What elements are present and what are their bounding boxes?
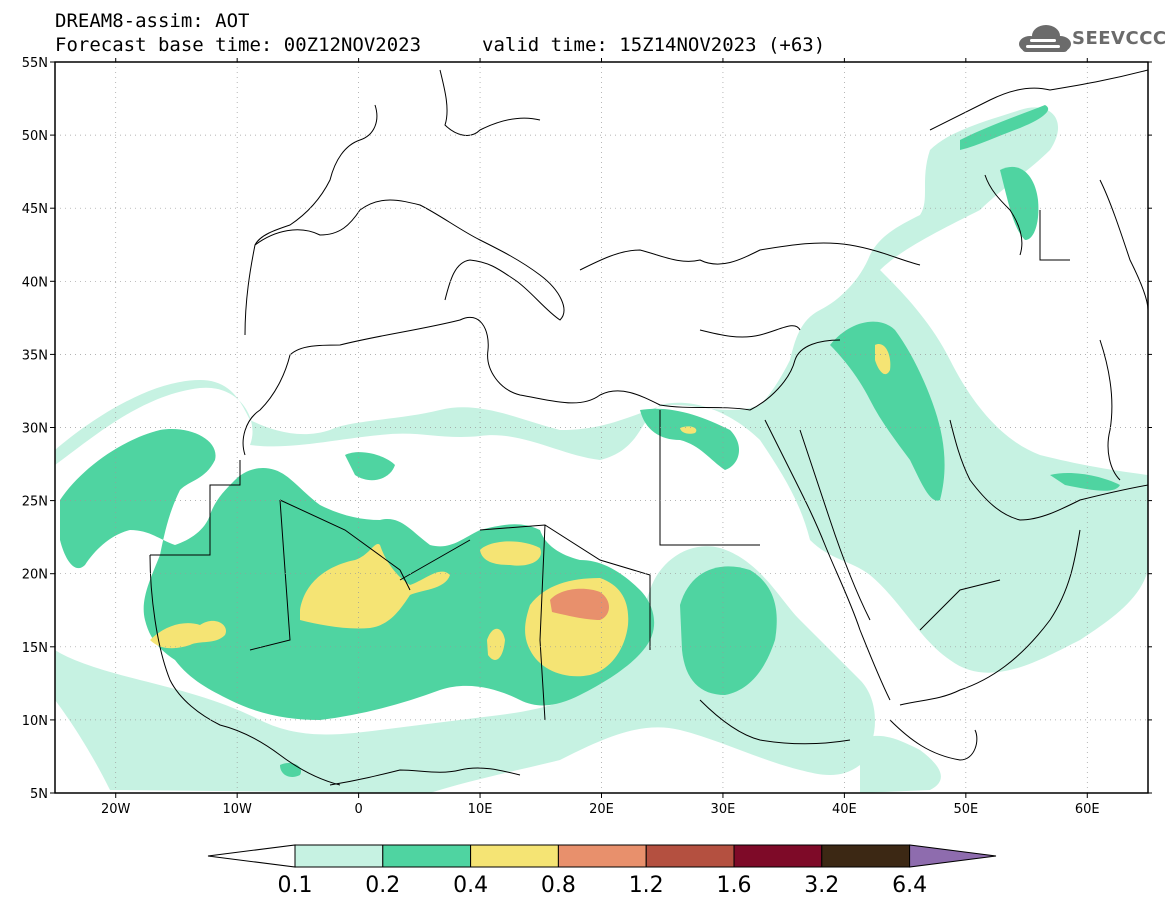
lat-tick-label: 55N (22, 56, 48, 71)
lon-tick-label: 40E (832, 802, 857, 817)
colorbar-high-arrow (909, 844, 997, 868)
colorbar: 0.1 0.2 0.4 0.8 1.2 1.6 3.2 6.4 (207, 844, 997, 898)
colorbar-label: 0.4 (453, 873, 488, 898)
colorbar-label: 6.4 (892, 873, 927, 898)
lat-tick-label: 40N (22, 275, 48, 290)
colorbar-segment (645, 844, 735, 868)
colorbar-segment (733, 844, 823, 868)
lon-tick-label: 60E (1075, 802, 1100, 817)
lat-axis: 5N 10N 15N 20N 25N 30N 35N 40N 45N 50N 55N (22, 56, 1152, 802)
lon-tick-label: 10W (222, 802, 252, 817)
lat-tick-label: 20N (22, 568, 48, 583)
cloud-icon (1019, 25, 1071, 52)
colorbar-label: 0.8 (541, 873, 576, 898)
lon-axis: 20W 10W 0 10E 20E 30E 40E 50E 60E (101, 58, 1100, 817)
colorbar-segment (470, 844, 559, 868)
graticule (55, 62, 1148, 793)
lat-tick-label: 5N (30, 787, 48, 802)
forecast-base-time: Forecast base time: 00Z12NOV2023 (55, 34, 422, 56)
colorbar-label: 1.2 (629, 873, 664, 898)
colorbar-label: 1.6 (717, 873, 752, 898)
lon-tick-label: 30E (711, 802, 736, 817)
lon-tick-label: 50E (953, 802, 978, 817)
lat-tick-label: 15N (22, 641, 48, 656)
colorbar-segment (557, 844, 647, 868)
aot-field (55, 105, 1148, 793)
lon-tick-label: 20W (101, 802, 131, 817)
lat-tick-label: 10N (22, 714, 48, 729)
lon-tick-label: 20E (589, 802, 614, 817)
lon-tick-label: 0 (354, 802, 362, 817)
valid-time: valid time: 15Z14NOV2023 (+63) (482, 34, 826, 56)
lon-tick-label: 10E (468, 802, 493, 817)
lat-tick-label: 25N (22, 495, 48, 510)
colorbar-low-arrow (207, 844, 296, 868)
coastlines (149, 69, 1148, 786)
aot-level-0.8 (550, 588, 609, 620)
colorbar-label: 3.2 (804, 873, 839, 898)
map-title: DREAM8-assim: AOT (55, 10, 250, 32)
colorbar-segment (821, 844, 911, 868)
colorbar-segment (294, 844, 384, 868)
aot-level-0.1 (55, 107, 1148, 793)
colorbar-segment (382, 844, 472, 868)
lat-tick-label: 35N (22, 348, 48, 363)
lat-tick-label: 30N (22, 422, 48, 437)
logo-text: SEEVCCC (1072, 28, 1165, 49)
colorbar-label: 0.2 (365, 873, 400, 898)
colorbar-label: 0.1 (278, 873, 313, 898)
lat-tick-label: 45N (22, 202, 48, 217)
lat-tick-label: 50N (22, 129, 48, 144)
